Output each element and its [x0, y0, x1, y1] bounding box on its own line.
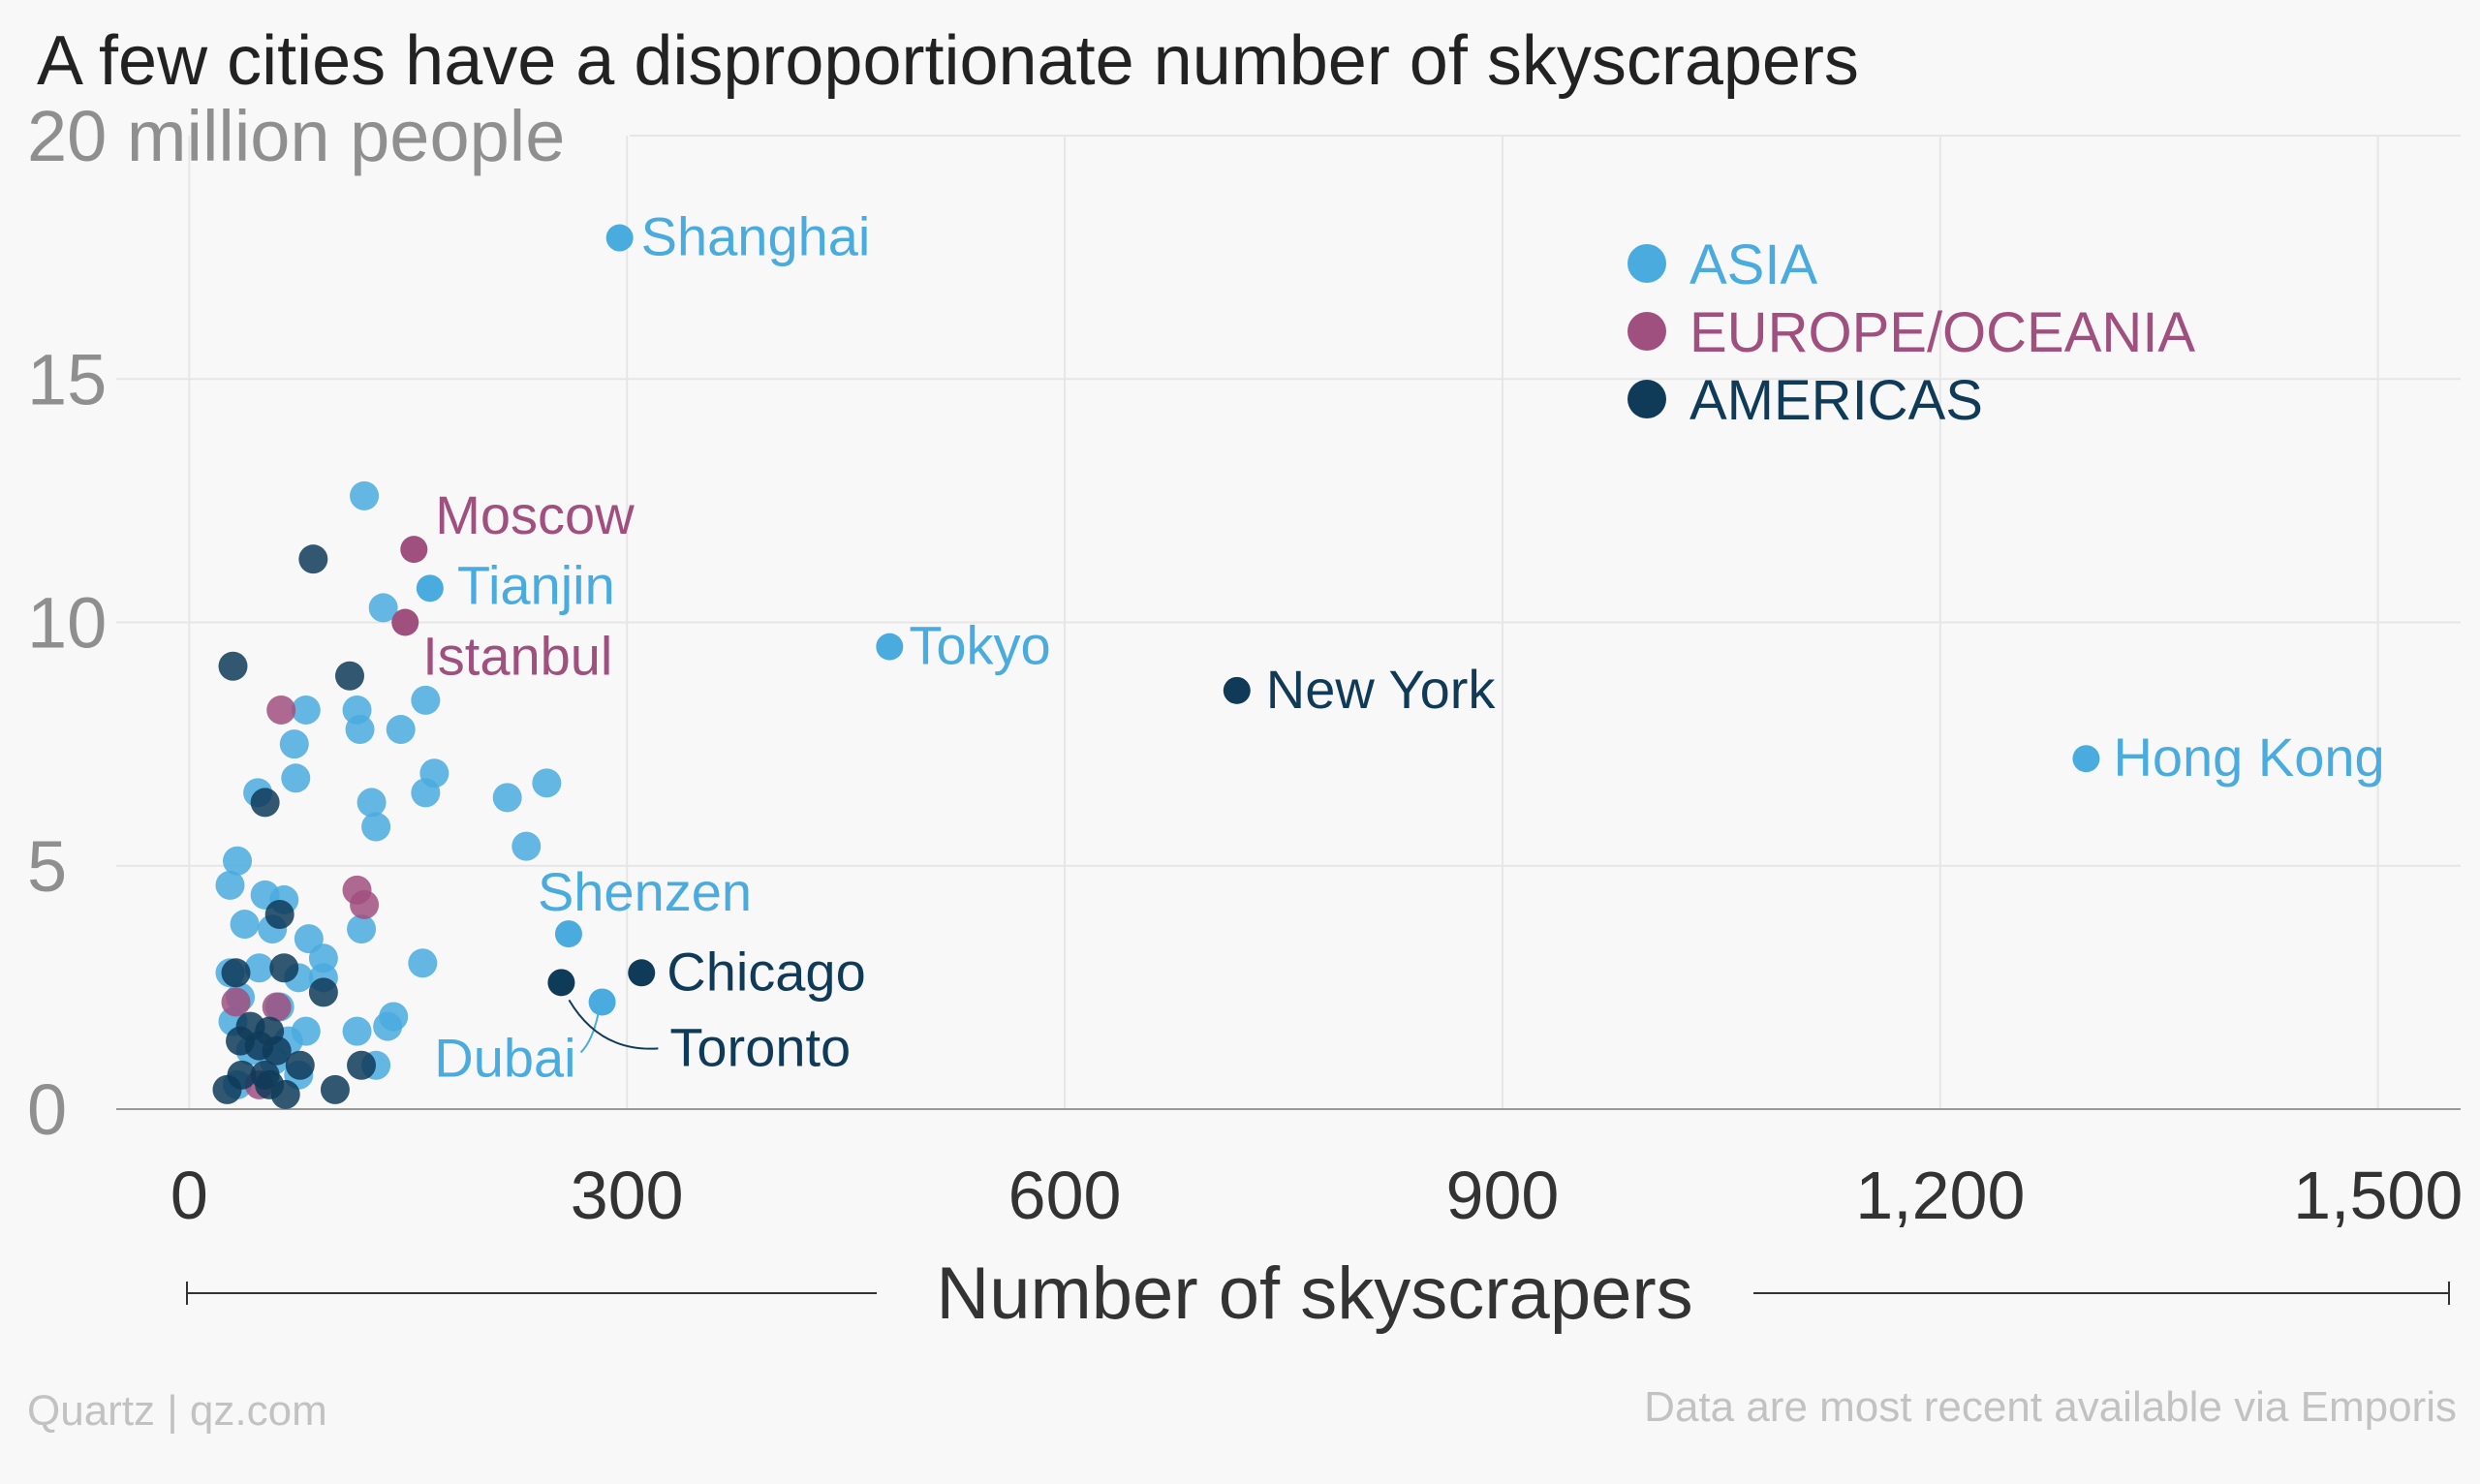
data-point [291, 695, 321, 725]
data-point [342, 1016, 372, 1046]
data-point [532, 768, 562, 798]
label-shanghai: Shanghai [641, 206, 871, 267]
y-tick-label: 15 [27, 339, 107, 419]
data-point [512, 831, 542, 861]
data-point [308, 977, 338, 1007]
y-tick-label: 10 [27, 583, 107, 664]
data-point [212, 1074, 242, 1104]
legend-label: EUROPE/OCEANIA [1690, 301, 2195, 364]
x-axis-title: Number of skyscrapers [936, 1252, 1692, 1335]
label-dubai: Dubai [434, 1027, 575, 1088]
label-toronto: Toronto [669, 1016, 851, 1077]
data-point [285, 1050, 315, 1080]
footer-note: Data are most recent available via Empor… [1644, 1383, 2457, 1431]
data-point [350, 889, 380, 919]
label-shenzen: Shenzen [538, 861, 752, 922]
data-point [408, 948, 438, 978]
legend-label: ASIA [1690, 233, 1817, 296]
point-tianjin [416, 574, 444, 603]
data-point [221, 987, 251, 1017]
data-point [281, 763, 311, 793]
x-tick-label: 900 [1446, 1158, 1560, 1233]
chart-title: A few cities have a disproportionate num… [37, 22, 1859, 100]
label-tianjin: Tianjin [457, 554, 615, 615]
point-istanbul [391, 608, 419, 636]
y-tick-label: 0 [27, 1069, 67, 1150]
data-point [347, 1050, 377, 1080]
data-point [361, 812, 391, 842]
data-labels: Shanghai Hong Kong Tokyo Tianjin Shenzen Duba… [422, 206, 2384, 1089]
point-shenzen [554, 920, 582, 948]
dubai-leader-line [579, 1013, 600, 1054]
data-point [262, 1036, 292, 1066]
data-point [215, 870, 245, 900]
data-point [270, 1079, 300, 1109]
legend-label: AMERICAS [1690, 369, 1983, 432]
data-point [279, 729, 309, 759]
label-hong-kong: Hong Kong [2113, 727, 2384, 788]
data-point [230, 910, 260, 940]
data-point [221, 958, 251, 988]
data-points [212, 224, 2100, 1109]
data-point [345, 715, 375, 745]
data-point [223, 846, 253, 876]
data-point [356, 788, 387, 818]
x-tick-label: 300 [571, 1158, 684, 1233]
legend-swatch [1628, 380, 1666, 418]
point-hong-kong [2072, 745, 2100, 773]
data-point [264, 900, 294, 929]
data-point [335, 661, 364, 691]
point-moscow [400, 536, 428, 564]
label-moscow: Moscow [435, 484, 635, 545]
data-point [244, 953, 274, 983]
data-point [386, 715, 416, 745]
x-tick-label: 600 [1008, 1158, 1122, 1233]
point-shanghai [605, 224, 634, 252]
x-tick-label: 0 [170, 1158, 208, 1233]
label-istanbul: Istanbul [422, 626, 612, 687]
point-toronto [547, 969, 575, 997]
axes: 0 300 600 900 1,200 1,500 0 5 10 15 20 million peo… [27, 96, 2463, 1335]
data-point [298, 544, 328, 574]
x-tick-label: 1,200 [1855, 1158, 2025, 1233]
toronto-leader-line [568, 999, 659, 1050]
data-point [262, 992, 292, 1022]
data-point [368, 593, 398, 623]
data-point [373, 1011, 403, 1041]
point-tokyo [876, 633, 904, 661]
label-new-york: New York [1266, 659, 1497, 720]
legend-swatch [1628, 312, 1666, 351]
data-point [347, 914, 377, 944]
data-point [266, 695, 296, 725]
label-tokyo: Tokyo [909, 615, 1050, 676]
gridlines [116, 135, 2461, 1109]
data-point [269, 953, 299, 983]
label-chicago: Chicago [666, 941, 865, 1002]
data-point [218, 651, 248, 681]
legend-swatch [1628, 244, 1666, 283]
y-tick-label: 5 [27, 826, 67, 907]
x-tick-label: 1,500 [2293, 1158, 2463, 1233]
y-top-label: 20 million people [27, 96, 565, 176]
data-point [411, 778, 441, 808]
data-point [350, 480, 380, 510]
point-dubai [588, 988, 616, 1016]
data-point [492, 783, 522, 813]
point-new-york [1223, 676, 1251, 704]
data-point [411, 685, 441, 715]
point-chicago [628, 959, 656, 987]
footer-source: Quartz | qz.com [27, 1387, 327, 1435]
data-point [320, 1074, 350, 1104]
data-point [250, 788, 280, 818]
